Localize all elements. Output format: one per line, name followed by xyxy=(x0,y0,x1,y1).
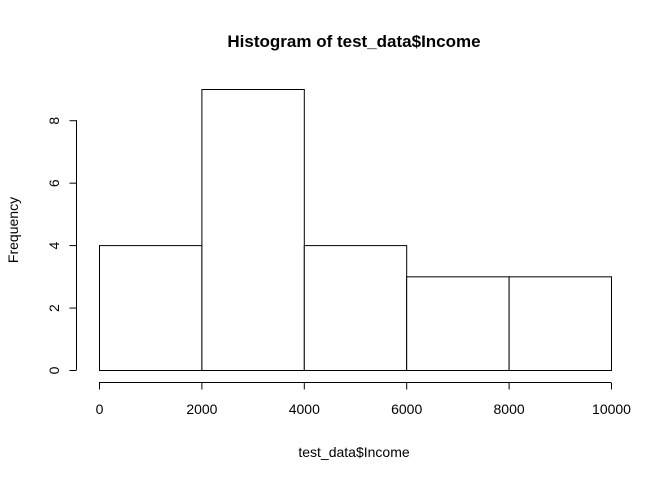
x-tick-label-4: 8000 xyxy=(494,401,525,417)
x-axis-title: test_data$Income xyxy=(298,444,410,460)
x-tick-label-2: 4000 xyxy=(289,401,320,417)
x-axis: 0 2000 4000 6000 8000 10000 xyxy=(96,382,631,417)
y-tick-label-2: 4 xyxy=(46,242,62,250)
y-tick-label-0: 0 xyxy=(46,366,62,374)
histogram-bar-2 xyxy=(303,245,408,371)
x-tick-label-1: 2000 xyxy=(186,401,217,417)
chart-title: Histogram of test_data$Income xyxy=(227,32,480,51)
histogram-bar-3 xyxy=(406,276,510,372)
x-tick-label-5: 10000 xyxy=(592,401,631,417)
histogram-bar-1 xyxy=(201,89,305,371)
bars-group xyxy=(99,89,613,372)
y-tick-label-1: 2 xyxy=(46,304,62,312)
histogram-bar-0 xyxy=(99,245,203,371)
x-tick-label-0: 0 xyxy=(96,401,104,417)
y-axis: 0 2 4 6 8 xyxy=(46,117,77,374)
y-tick-label-4: 8 xyxy=(46,117,62,125)
histogram-bar-4 xyxy=(508,276,613,372)
y-tick-label-3: 6 xyxy=(46,179,62,187)
y-axis-title: Frequency xyxy=(5,197,21,263)
x-tick-label-3: 6000 xyxy=(391,401,422,417)
